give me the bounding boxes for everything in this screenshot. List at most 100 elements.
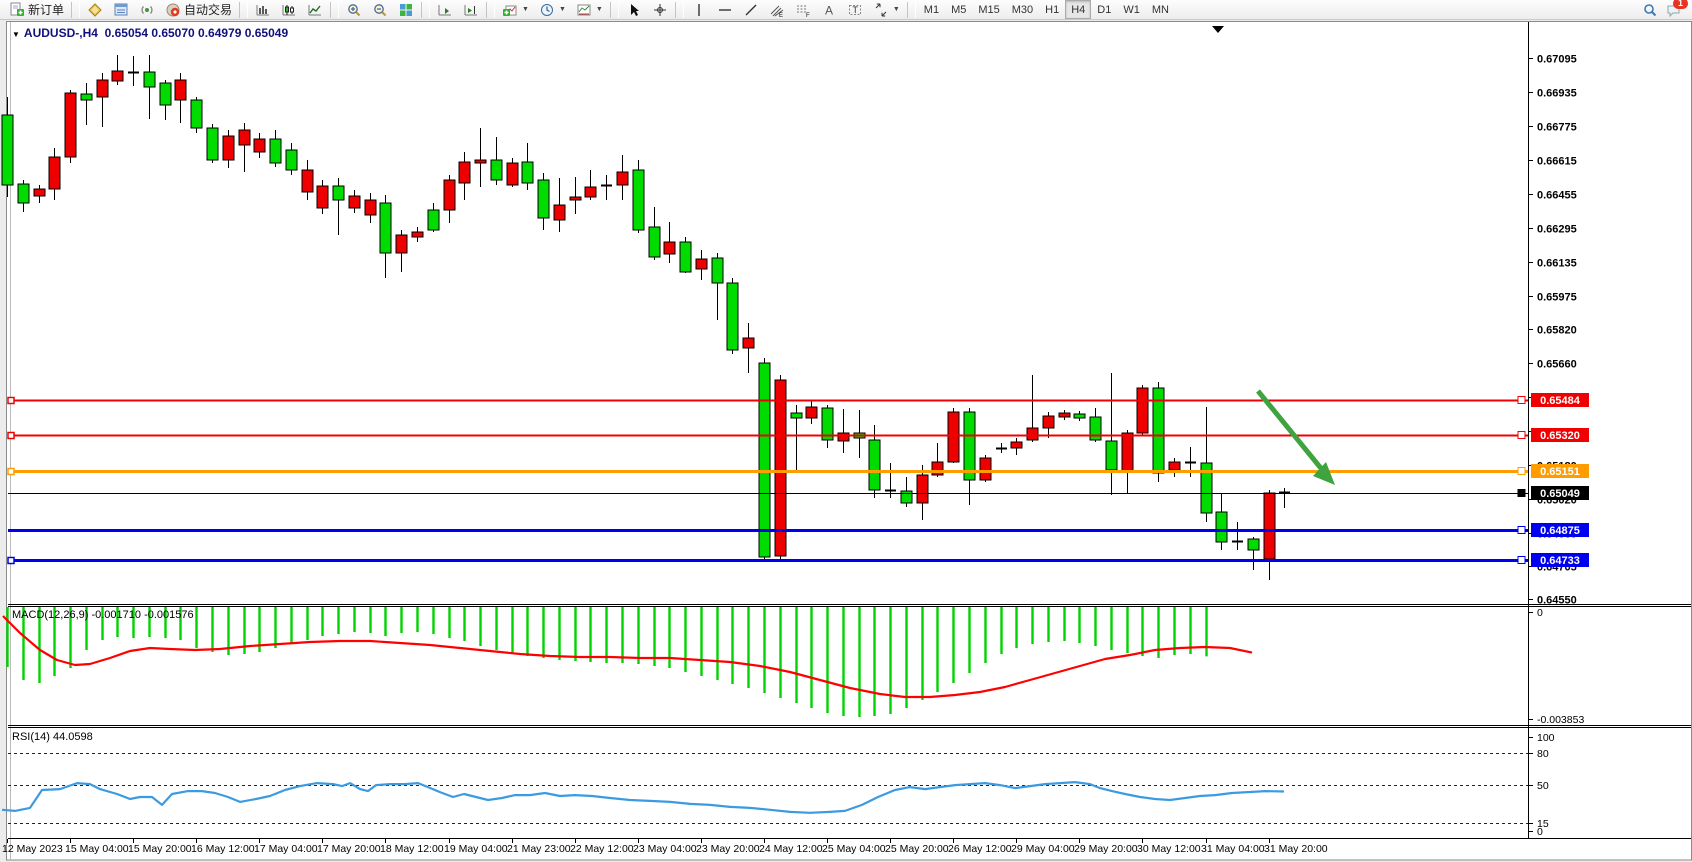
toolbar-separator: [674, 1, 684, 18]
horizontal-level-lines[interactable]: [7, 396, 1528, 565]
quotes-button[interactable]: [82, 0, 108, 20]
timeframe-m15-button[interactable]: M15: [978, 3, 1000, 16]
autotrading-button[interactable]: 自动交易: [160, 0, 237, 20]
bar-chart-button[interactable]: [250, 0, 276, 20]
time-axis: 12 May 2023 15 May 04:00 15 May 20:00 16 Ma…: [2, 839, 1328, 855]
time-tick-label: 15 May 20:00: [128, 843, 192, 855]
time-tick-label: 23 May 20:00: [696, 843, 760, 855]
line-handle: [7, 467, 15, 476]
candle-body: [253, 138, 266, 153]
arrows-button[interactable]: ▼: [868, 0, 905, 20]
candle-body: [269, 138, 282, 164]
symbol-dropdown-icon[interactable]: ▼: [12, 30, 20, 39]
candle-body: [48, 156, 61, 190]
time-tick-label: 21 May 23:00: [507, 843, 571, 855]
dropdown-caret-icon[interactable]: ▼: [892, 6, 900, 13]
candle-body: [726, 282, 739, 351]
cursor-button[interactable]: [621, 0, 647, 20]
time-tick-label: 24 May 12:00: [759, 843, 823, 855]
candle-body: [190, 99, 203, 129]
chart-shift-marker[interactable]: [1212, 26, 1224, 33]
text-label-button[interactable]: T: [842, 0, 868, 20]
zoom-out-button[interactable]: [367, 0, 393, 20]
zoom-out-icon: [372, 2, 388, 18]
tile-windows-button[interactable]: [393, 0, 419, 20]
crosshair-icon: [652, 2, 668, 18]
autotrading-button-label: 自动交易: [184, 3, 233, 17]
candle-body: [316, 185, 329, 209]
timeframe-m30-button[interactable]: M30: [1011, 3, 1034, 16]
price-tick-label: 0.65820: [1537, 325, 1577, 337]
new-order-button[interactable]: 新订单: [4, 0, 69, 20]
timeframe-w1-button[interactable]: W1: [1123, 3, 1140, 16]
time-tick-label: 22 May 12:00: [570, 843, 634, 855]
price-tick-label: 0.66135: [1537, 258, 1577, 270]
svg-text:F: F: [806, 13, 810, 18]
dropdown-caret-icon[interactable]: ▼: [558, 6, 566, 13]
candle-body: [80, 93, 93, 101]
trendline-button[interactable]: [738, 0, 764, 20]
chart-shift-icon: [463, 2, 479, 18]
time-tick-label: 12 May 2023: [2, 843, 63, 855]
horizontal-line-button[interactable]: [712, 0, 738, 20]
candle-body: [790, 412, 803, 419]
fibonacci-button[interactable]: F: [790, 0, 816, 20]
zoom-in-button[interactable]: [341, 0, 367, 20]
label-icon: T: [847, 2, 863, 18]
candle-body: [1026, 427, 1039, 441]
toolbar-separator: [486, 1, 496, 18]
timeframe-h4-button[interactable]: H4: [1065, 0, 1092, 19]
candle-body: [979, 457, 992, 481]
templates-button[interactable]: ▼: [571, 0, 608, 20]
candlestick-chart-button[interactable]: [276, 0, 302, 20]
time-tick-label: 17 May 04:00: [254, 843, 318, 855]
dropdown-caret-icon[interactable]: ▼: [522, 6, 529, 13]
candle-body: [742, 337, 755, 349]
chat-button[interactable]: 1: [1666, 0, 1688, 18]
dropdown-caret-icon[interactable]: ▼: [595, 6, 603, 13]
candle-body: [348, 195, 361, 209]
candle-body: [364, 199, 377, 216]
price-level-badge: 0.65320: [1517, 428, 1589, 442]
candle-body: [490, 159, 503, 181]
new-order-icon: [9, 2, 25, 18]
rsi-indicator-label: RSI(14) 44.0598: [12, 731, 93, 743]
price-level-badge-label: 0.65049: [1540, 488, 1580, 500]
search-button[interactable]: [1642, 2, 1658, 18]
auto-scroll-button[interactable]: [432, 0, 458, 20]
chart-window[interactable]: 0.67095 0.66935 0.66775 0.66615 0.66455 0.662…: [0, 20, 1692, 862]
candle-body: [379, 202, 392, 254]
toolbar-separator: [71, 1, 81, 18]
equidistant-channel-button[interactable]: E: [764, 0, 790, 20]
periods-button[interactable]: ▼: [534, 0, 571, 20]
rsi-axis-label: 15: [1537, 818, 1549, 830]
toolbar-separator: [906, 1, 916, 18]
chart-ohlc-values: 0.65054 0.65070 0.64979 0.65049: [104, 26, 289, 40]
chart-line-icon: [307, 2, 323, 18]
chart-symbol-period: AUDUSD-,H4: [23, 26, 98, 40]
chart-shift-button[interactable]: [458, 0, 484, 20]
market-watch-button[interactable]: [108, 0, 134, 20]
new-order-button-label: 新订单: [28, 3, 65, 17]
candle-body: [33, 188, 46, 197]
vertical-line-button[interactable]: [686, 0, 712, 20]
macd-signal-line: [2, 615, 1253, 699]
indicators-button[interactable]: ▼: [497, 0, 534, 20]
crosshair-button[interactable]: [647, 0, 673, 20]
price-chart[interactable]: 0.67095 0.66935 0.66775 0.66615 0.66455 0.662…: [0, 20, 1692, 862]
svg-text:A: A: [825, 3, 833, 17]
signals-button[interactable]: [134, 0, 160, 20]
trend-arrow-annotation[interactable]: [1256, 389, 1335, 485]
timeframe-m5-button[interactable]: M5: [951, 3, 967, 16]
tile-windows-icon: [398, 2, 414, 18]
text-button[interactable]: A: [816, 0, 842, 20]
timeframe-m1-button[interactable]: M1: [923, 3, 940, 16]
macd-indicator-label: MACD(12,26,9) -0.001710 -0.001576: [12, 609, 194, 621]
timeframe-h1-button[interactable]: H1: [1045, 3, 1060, 16]
timeframe-mn-button[interactable]: MN: [1151, 3, 1169, 16]
price-tick-label: 0.65660: [1537, 359, 1577, 371]
timeframe-d1-button[interactable]: D1: [1097, 3, 1112, 16]
line-chart-button[interactable]: [302, 0, 328, 20]
candle-body: [679, 241, 692, 273]
time-tick-label: 25 May 04:00: [822, 843, 886, 855]
